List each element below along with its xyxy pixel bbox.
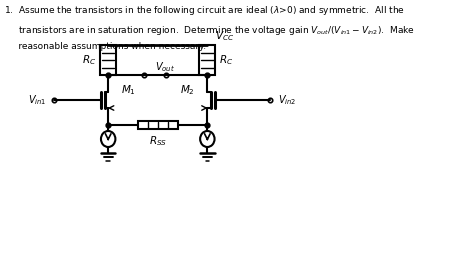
Text: $R_C$: $R_C$: [219, 53, 233, 67]
Text: $V_{in2}$: $V_{in2}$: [278, 93, 296, 107]
Bar: [138, 121, 178, 129]
Text: $R_{SS}$: $R_{SS}$: [149, 134, 167, 148]
Bar: [100, 45, 116, 75]
Text: $M_2$: $M_2$: [180, 83, 195, 97]
Bar: [199, 45, 216, 75]
Text: $M_1$: $M_1$: [121, 83, 136, 97]
Text: $V_{out}$: $V_{out}$: [155, 60, 175, 74]
Text: 1.  Assume the transistors in the following circuit are ideal ($\lambda$>0) and : 1. Assume the transistors in the followi…: [4, 4, 415, 51]
Text: $V_{CC}$: $V_{CC}$: [215, 29, 234, 43]
Text: $R_C$: $R_C$: [82, 53, 97, 67]
Text: $V_{in1}$: $V_{in1}$: [28, 93, 47, 107]
